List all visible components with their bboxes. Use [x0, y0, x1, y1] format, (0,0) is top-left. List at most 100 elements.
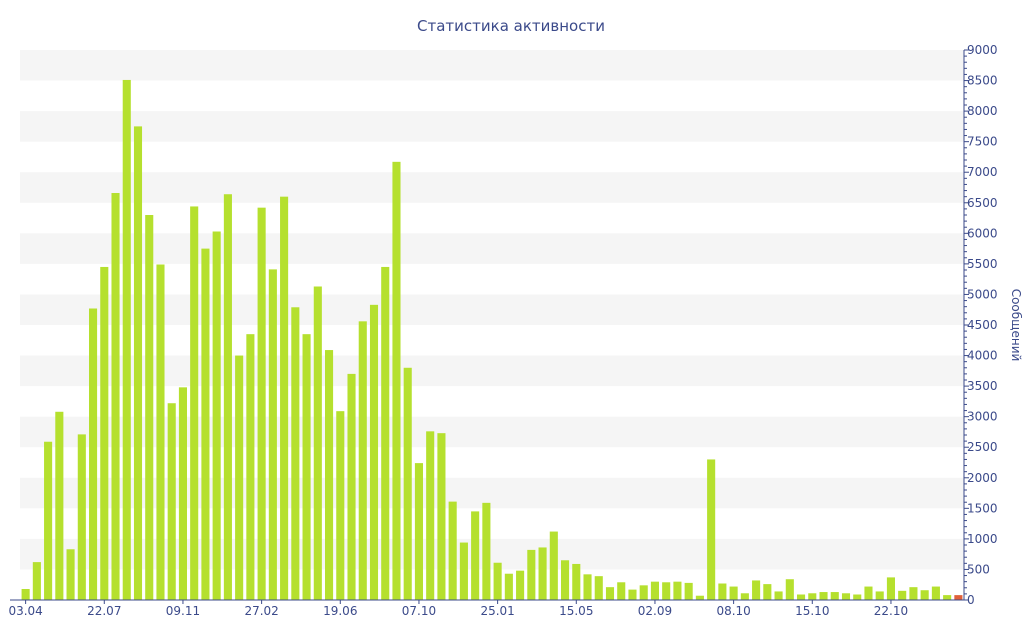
bar[interactable] — [32, 562, 41, 600]
bar[interactable] — [122, 79, 131, 600]
y-tick-label: 3000 — [967, 410, 998, 424]
bar[interactable] — [246, 334, 255, 600]
bar[interactable] — [347, 373, 356, 600]
bar[interactable] — [201, 248, 210, 600]
bar[interactable] — [650, 581, 659, 600]
bar[interactable] — [268, 269, 277, 600]
bar[interactable] — [594, 576, 603, 600]
bar[interactable] — [752, 580, 761, 600]
bar[interactable] — [504, 573, 513, 600]
bar[interactable] — [111, 193, 120, 600]
x-tick-label: 22.07 — [87, 604, 121, 618]
bar[interactable] — [695, 595, 704, 600]
grid-band — [20, 416, 964, 448]
bar[interactable] — [909, 587, 918, 600]
bar[interactable] — [718, 583, 727, 601]
y-tick-label: 4000 — [967, 349, 998, 363]
bar[interactable] — [673, 581, 682, 600]
bar[interactable] — [448, 501, 457, 600]
bar[interactable] — [280, 196, 289, 600]
bar[interactable] — [21, 589, 30, 600]
bar[interactable] — [482, 502, 491, 600]
y-tick-label: 2000 — [967, 471, 998, 485]
bar[interactable] — [437, 433, 446, 600]
x-tick-label: 09.11 — [166, 604, 200, 618]
bar[interactable] — [830, 592, 839, 600]
bar[interactable] — [235, 355, 244, 600]
bar[interactable] — [527, 549, 536, 600]
bar[interactable] — [392, 161, 401, 601]
bar[interactable] — [943, 595, 952, 600]
y-tick-label: 6000 — [967, 226, 998, 240]
bar[interactable] — [493, 562, 502, 600]
bar[interactable] — [145, 215, 154, 600]
bar[interactable] — [257, 207, 266, 600]
bar[interactable] — [707, 459, 716, 600]
bar[interactable] — [774, 591, 783, 600]
bar[interactable] — [471, 511, 480, 600]
bar[interactable] — [291, 307, 300, 600]
bar[interactable] — [167, 403, 176, 600]
bar[interactable] — [89, 308, 98, 601]
bar[interactable] — [77, 434, 86, 600]
bar[interactable] — [561, 560, 570, 600]
bar[interactable] — [459, 542, 468, 600]
bar[interactable] — [100, 266, 109, 600]
bar[interactable] — [886, 577, 895, 600]
bar[interactable] — [549, 531, 558, 600]
x-tick-label: 22.10 — [874, 604, 908, 618]
bar[interactable] — [178, 387, 187, 600]
bar[interactable] — [931, 586, 940, 600]
bar[interactable] — [875, 591, 884, 600]
bar[interactable] — [853, 594, 862, 601]
bar[interactable] — [325, 350, 334, 600]
bar[interactable] — [516, 570, 525, 600]
bar[interactable] — [313, 286, 322, 601]
x-tick-label: 15.10 — [795, 604, 829, 618]
bar[interactable] — [617, 582, 626, 600]
bar[interactable] — [66, 549, 75, 600]
bar[interactable] — [414, 463, 423, 600]
bar[interactable] — [785, 579, 794, 600]
x-tick-label: 19.06 — [323, 604, 357, 618]
x-tick-label: 03.04 — [8, 604, 42, 618]
bar[interactable] — [403, 367, 412, 600]
bar[interactable] — [156, 264, 165, 601]
bar[interactable] — [55, 411, 64, 600]
bar[interactable] — [44, 441, 53, 600]
bar[interactable] — [190, 206, 199, 600]
bar[interactable] — [583, 574, 592, 600]
bar[interactable] — [954, 595, 963, 600]
bar[interactable] — [797, 594, 806, 601]
x-axis-ticks: 03.04 22.07 09.11 27.02 19.06 07.10 25.01 15.05… — [8, 600, 908, 618]
bar[interactable] — [898, 590, 907, 600]
y-tick-label: 8500 — [967, 74, 998, 88]
bar[interactable] — [336, 411, 345, 600]
bar[interactable] — [538, 547, 547, 600]
bar[interactable] — [302, 334, 311, 600]
bar[interactable] — [223, 194, 232, 600]
bar[interactable] — [358, 321, 367, 600]
bar[interactable] — [740, 593, 749, 600]
bar[interactable] — [864, 586, 873, 600]
bar[interactable] — [426, 431, 435, 600]
bar[interactable] — [841, 593, 851, 600]
y-tick-label: 6500 — [967, 196, 998, 210]
bar[interactable] — [729, 586, 738, 600]
bar[interactable] — [639, 585, 648, 600]
bar[interactable] — [628, 589, 637, 600]
bar[interactable] — [605, 587, 615, 600]
bar[interactable] — [133, 126, 143, 600]
bar[interactable] — [808, 593, 817, 600]
bar[interactable] — [381, 266, 390, 600]
bar[interactable] — [369, 304, 379, 600]
bar[interactable] — [920, 590, 929, 600]
bar[interactable] — [662, 582, 671, 600]
y-tick-label: 7000 — [967, 165, 998, 179]
bar[interactable] — [819, 592, 828, 600]
bar[interactable] — [572, 563, 581, 600]
bar[interactable] — [212, 231, 221, 601]
bar[interactable] — [763, 584, 772, 600]
bar[interactable] — [684, 582, 693, 600]
